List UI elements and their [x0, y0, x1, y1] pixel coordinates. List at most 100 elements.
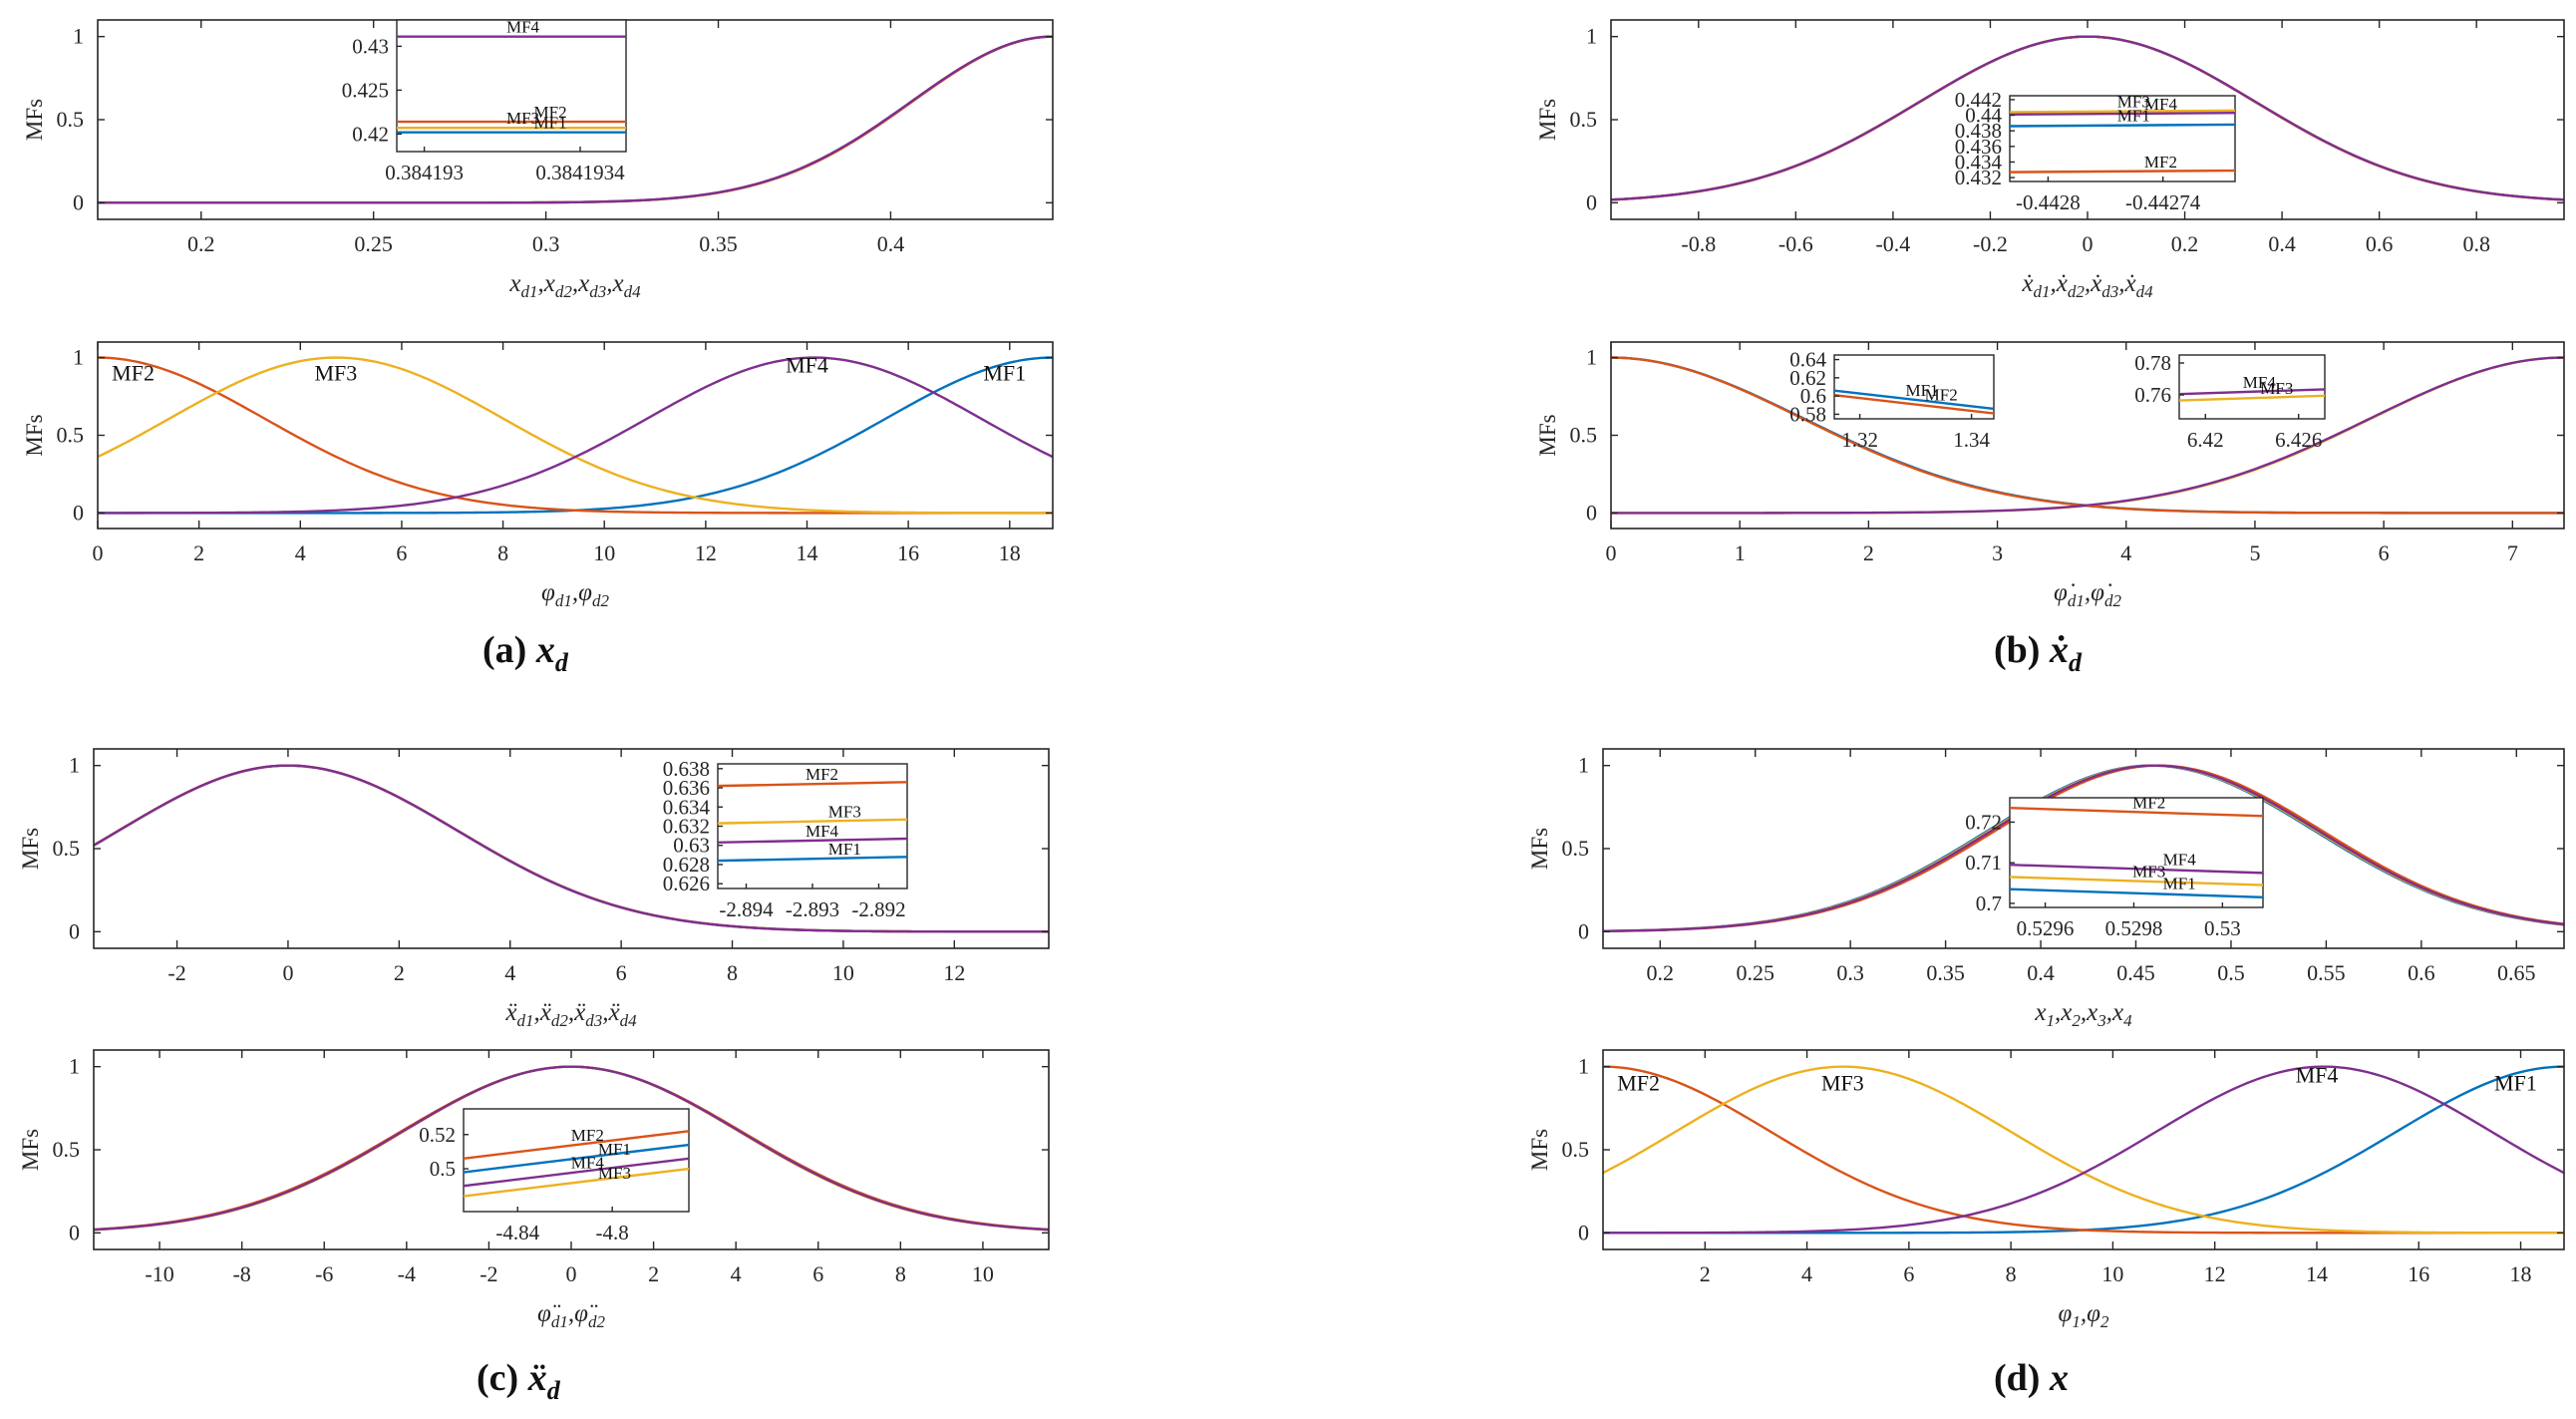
x-tick-label: 0.25 [1736, 960, 1774, 985]
inset-y-tick-label: 0.636 [663, 776, 710, 800]
inset-label-mf2: MF2 [2132, 793, 2165, 812]
inset-label-mf4: MF4 [571, 1154, 605, 1173]
inset-y-tick-label: 0.52 [419, 1123, 456, 1147]
x-tick-label: 6 [396, 540, 407, 565]
x-tick-label: 8 [895, 1261, 906, 1286]
caption-a: (a) xd [483, 629, 569, 677]
inset-x-tick-label: 0.53 [2204, 916, 2241, 940]
x-tick-label: 0.2 [2171, 231, 2199, 256]
inset-x-tick-label: -2.894 [719, 897, 774, 921]
inset-y-tick-label: 0.632 [663, 815, 710, 839]
inset-label-mf2: MF2 [1925, 385, 1958, 404]
x-axis-label: xd1,xd2,xd3,xd4 [508, 270, 641, 301]
y-tick-label: 0 [73, 500, 84, 525]
svg-text:(c) ẍd: (c) ẍd [477, 1357, 561, 1405]
inset-line-mf3 [463, 1167, 690, 1198]
x-tick-label: 0.6 [2408, 960, 2435, 985]
inset-y-tick-label: 0.442 [1955, 88, 2002, 112]
caption-c-label: (c) [477, 1357, 518, 1399]
series-line-mf4 [93, 1065, 1050, 1232]
inset-line-mf2 [2009, 169, 2236, 174]
x-axis-label: φ̈d1,φ̈d2 [537, 1300, 605, 1331]
y-tick-label: 0 [1586, 189, 1597, 214]
x-tick-label: 2 [394, 960, 405, 985]
y-tick-label: 1 [69, 753, 80, 778]
caption-b-symbol: ẋ [2049, 629, 2069, 671]
inset-line-mf1 [2009, 887, 2264, 899]
inset-y-tick-label: 0.71 [1965, 851, 2002, 875]
x-tick-label: -0.8 [1681, 231, 1716, 256]
x-tick-label: 6 [2379, 540, 2390, 565]
y-tick-label: 1 [69, 1054, 80, 1079]
inset-x-tick-label: -4.84 [495, 1221, 539, 1244]
y-tick-label: 0.5 [57, 107, 85, 132]
inset-line-mf3 [2009, 876, 2264, 887]
x-tick-label: 8 [2006, 1261, 2017, 1286]
y-axis-label: MFs [18, 1129, 43, 1171]
y-tick-label: 1 [1578, 1054, 1589, 1079]
svg-text:(b) ẋd: (b) ẋd [1994, 629, 2083, 677]
y-tick-label: 1 [73, 345, 84, 370]
x-tick-label: 0.4 [2268, 231, 2296, 256]
inset-line-mf4 [717, 837, 908, 845]
curve-label-mf1: MF1 [2494, 1071, 2537, 1096]
caption-d-symbol: x [2049, 1357, 2069, 1399]
inset-y-tick-label: 0.434 [1955, 150, 2003, 174]
y-tick-label: 0.5 [1562, 1137, 1590, 1162]
inset-label-mf3: MF3 [2132, 863, 2165, 882]
x-tick-label: 18 [999, 540, 1021, 565]
x-tick-label: 2 [648, 1261, 659, 1286]
series-line-mf4 [98, 35, 1054, 204]
x-axis-label: ẋd1,ẋd2,ẋd3,ẋd4 [2021, 270, 2153, 301]
inset-line-mf2 [717, 781, 908, 788]
x-axis-label: φ̇d1,φ̇d2 [2054, 579, 2121, 610]
x-axis-label: φ1,φ2 [2059, 1300, 2109, 1331]
x-tick-label: 0.8 [2462, 231, 2490, 256]
inset-frame [396, 19, 627, 153]
y-tick-label: 0.5 [1570, 107, 1598, 132]
inset-x-tick-label: 1.32 [1841, 428, 1878, 452]
series-line-mf1 [1610, 356, 2564, 515]
inset-label-mf3: MF3 [506, 109, 539, 128]
x-tick-label: 0.4 [2027, 960, 2055, 985]
x-axis-label: ẍd1,ẍd2,ẍd3,ẍd4 [504, 999, 637, 1030]
y-axis-label: MFs [1535, 99, 1560, 141]
x-tick-label: 0 [2083, 231, 2093, 256]
inset-y-tick-label: 0.438 [1955, 119, 2002, 143]
inset-y-tick-label: 0.43 [352, 34, 389, 58]
inset-y-tick-label: 0.626 [663, 872, 710, 895]
panel-b-bottom: 0 0.5 1 0 1 2 3 4 5 6 7 MFs φ̇d1,φ̇d2 0.640.620.60.58… [1535, 341, 2565, 610]
y-tick-label: 1 [1586, 345, 1597, 370]
x-tick-label: 12 [2204, 1261, 2226, 1286]
x-tick-label: 0.65 [2497, 960, 2536, 985]
x-tick-label: 2 [1863, 540, 1874, 565]
inset-label-mf1: MF1 [828, 840, 861, 859]
x-axis-label: x1,x2,x3,x4 [2034, 999, 2132, 1030]
x-tick-label: 6 [1903, 1261, 1914, 1286]
y-tick-label: 0.5 [53, 1137, 81, 1162]
caption-a-sub: d [555, 648, 569, 677]
x-tick-label: 0.55 [2307, 960, 2346, 985]
inset-label-mf2: MF2 [534, 103, 567, 122]
caption-b-sub: d [2069, 648, 2083, 677]
curve-label-mf4: MF4 [2296, 1062, 2339, 1087]
x-tick-label: 4 [2120, 540, 2131, 565]
x-tick-label: -8 [232, 1261, 250, 1286]
inset-line-mf4 [463, 1157, 690, 1188]
x-tick-label: 4 [1801, 1261, 1812, 1286]
inset-x-tick-label: -0.44274 [2125, 190, 2201, 214]
inset-y-tick-label: 0.58 [1789, 402, 1826, 426]
caption-a-label: (a) [483, 629, 526, 671]
series-line-mf4 [1610, 35, 2565, 201]
x-tick-label: 0.3 [1836, 960, 1864, 985]
inset-label-mf3: MF3 [598, 1164, 631, 1183]
inset-line-mf4 [2178, 388, 2326, 396]
inset-x-tick-label: 6.426 [2275, 428, 2322, 452]
inset-line-mf2 [2009, 806, 2264, 818]
inset-y-tick-label: 0.63 [673, 834, 710, 858]
x-tick-label: -0.6 [1778, 231, 1813, 256]
inset-frame [463, 1108, 690, 1213]
